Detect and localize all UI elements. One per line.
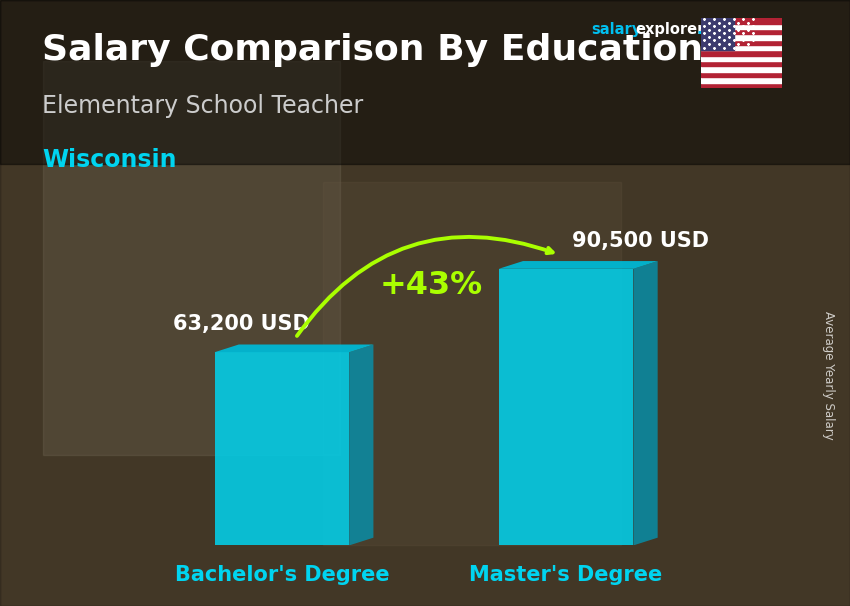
Bar [701, 50, 782, 56]
Bar [701, 56, 782, 61]
Polygon shape [214, 352, 349, 545]
Bar [0, 0, 850, 164]
Text: +43%: +43% [380, 270, 483, 301]
Bar [701, 61, 782, 67]
Bar [701, 45, 782, 50]
Text: .com: .com [697, 22, 736, 38]
Text: Average Yearly Salary: Average Yearly Salary [822, 311, 836, 440]
Bar [701, 77, 782, 82]
Text: 90,500 USD: 90,500 USD [572, 230, 709, 250]
Text: 63,200 USD: 63,200 USD [173, 314, 310, 334]
Bar [701, 18, 734, 50]
Polygon shape [633, 261, 658, 545]
Text: Bachelor's Degree: Bachelor's Degree [174, 565, 389, 585]
Bar [701, 35, 782, 39]
Bar [701, 72, 782, 77]
Text: Salary Comparison By Education: Salary Comparison By Education [42, 33, 704, 67]
Bar [701, 82, 782, 88]
Text: Master's Degree: Master's Degree [469, 565, 663, 585]
Bar [701, 39, 782, 45]
Bar [701, 18, 782, 24]
Polygon shape [499, 261, 658, 269]
Polygon shape [499, 269, 633, 545]
Bar [42, 61, 340, 455]
Bar [323, 182, 620, 545]
Bar [701, 67, 782, 72]
Polygon shape [349, 344, 373, 545]
Text: Wisconsin: Wisconsin [42, 148, 177, 173]
Text: salary: salary [591, 22, 641, 38]
Text: explorer: explorer [636, 22, 705, 38]
Polygon shape [214, 344, 373, 352]
Bar [701, 24, 782, 29]
Bar [701, 29, 782, 35]
Text: Elementary School Teacher: Elementary School Teacher [42, 94, 364, 118]
